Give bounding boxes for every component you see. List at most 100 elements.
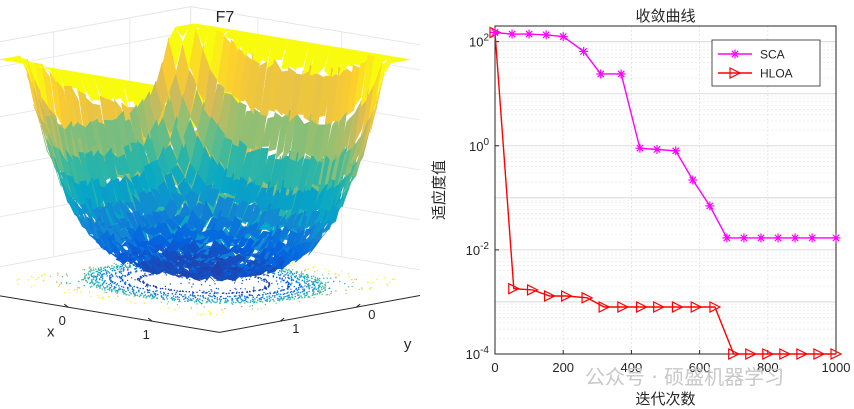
contour-dot: [91, 280, 93, 283]
asterisk-stroke: [542, 31, 550, 39]
contour-dot: [116, 292, 118, 294]
contour-dot: [261, 288, 264, 291]
x-tick-label: 600: [689, 360, 711, 375]
contour-dot: [301, 279, 304, 282]
surface-patch: [295, 41, 310, 68]
data-point-sca: [807, 233, 817, 243]
contour-dot: [302, 286, 304, 288]
contour-dot: [267, 274, 270, 277]
contour-dot: [236, 291, 238, 293]
contour-dot: [326, 277, 328, 279]
contour-dot: [282, 293, 285, 296]
contour-dot: [352, 281, 354, 284]
contour-dot: [161, 287, 164, 290]
contour-dot: [221, 292, 224, 295]
contour-dot: [214, 295, 217, 298]
contour-dot: [305, 294, 308, 297]
contour-dot: [30, 275, 32, 278]
contour-dot: [164, 285, 166, 288]
contour-dot: [317, 281, 319, 283]
contour-dot: [209, 300, 211, 303]
contour-dot: [93, 275, 95, 277]
contour-dot: [281, 299, 284, 301]
contour-dot: [178, 301, 180, 303]
contour-dot: [130, 277, 133, 279]
contour-dot: [286, 292, 288, 295]
contour-dot: [93, 283, 96, 285]
contour-dot: [314, 271, 316, 273]
contour-dot: [109, 268, 112, 270]
contour-dot: [163, 298, 166, 301]
contour-dot: [183, 298, 185, 301]
surface-patch: [324, 67, 340, 125]
contour-dot: [107, 288, 109, 291]
contour-dot: [261, 279, 263, 282]
contour-dot: [301, 296, 303, 299]
contour-dot: [88, 266, 91, 269]
data-point-sca: [705, 201, 715, 211]
contour-dot: [289, 283, 291, 285]
contour-dot: [164, 288, 167, 290]
asterisk-stroke: [672, 147, 680, 155]
contour-dot: [263, 291, 265, 294]
contour-dot: [111, 267, 113, 270]
contour-dot: [170, 288, 172, 291]
contour-dot: [197, 299, 199, 302]
surface-patch: [315, 228, 330, 242]
contour-dot: [85, 274, 88, 276]
surface-patch: [223, 29, 239, 40]
contour-dot: [87, 272, 90, 274]
contour-dot: [282, 289, 285, 291]
contour-dot: [328, 270, 330, 272]
contour-dot: [149, 285, 151, 287]
contour-dot: [101, 277, 104, 280]
contour-dot: [129, 291, 131, 294]
contour-dot: [204, 281, 207, 283]
triangle-marker: [508, 282, 521, 295]
contour-dot: [134, 267, 136, 270]
contour-dot: [211, 295, 213, 298]
contour-dot: [258, 294, 261, 296]
contour-dot: [85, 279, 87, 282]
contour-dot: [126, 268, 129, 271]
contour-dot: [254, 276, 256, 279]
contour-dot: [156, 297, 159, 300]
contour-dot: [287, 298, 289, 300]
contour-dot: [322, 274, 324, 276]
surface-patch: [396, 58, 410, 61]
contour-dot: [297, 286, 300, 289]
contour-dot: [180, 282, 182, 285]
contour-dot: [157, 293, 159, 296]
data-point-sca: [596, 69, 606, 79]
contour-dot: [211, 290, 213, 292]
contour-dot: [358, 288, 360, 291]
contour-dot: [225, 301, 227, 304]
contour-dot: [121, 285, 123, 288]
surface-patch: [316, 44, 332, 75]
triangle-marker: [813, 348, 826, 360]
contour-dot: [91, 278, 93, 281]
surface-patch: [122, 260, 137, 268]
contour-dot: [176, 304, 179, 306]
contour-dot: [302, 288, 304, 290]
contour-dot: [229, 289, 231, 292]
surface-patch: [246, 107, 261, 150]
contour-dot: [301, 276, 303, 278]
contour-dot: [241, 305, 243, 308]
contour-dot: [284, 292, 286, 295]
contour-dot: [160, 301, 162, 303]
contour-dot: [313, 275, 315, 277]
contour-dot: [99, 271, 101, 274]
contour-dot: [119, 267, 121, 269]
asterisk-stroke: [617, 70, 625, 78]
x-tick-label: 800: [757, 360, 779, 375]
contour-dot: [17, 283, 19, 286]
contour-dot: [314, 286, 317, 288]
contour-dot: [265, 279, 268, 282]
surface-patch: [130, 173, 146, 197]
contour-dot: [280, 296, 282, 298]
surface-patch: [260, 116, 276, 147]
contour-dot: [299, 277, 301, 279]
contour-dot: [257, 299, 259, 302]
contour-dot: [277, 274, 280, 276]
